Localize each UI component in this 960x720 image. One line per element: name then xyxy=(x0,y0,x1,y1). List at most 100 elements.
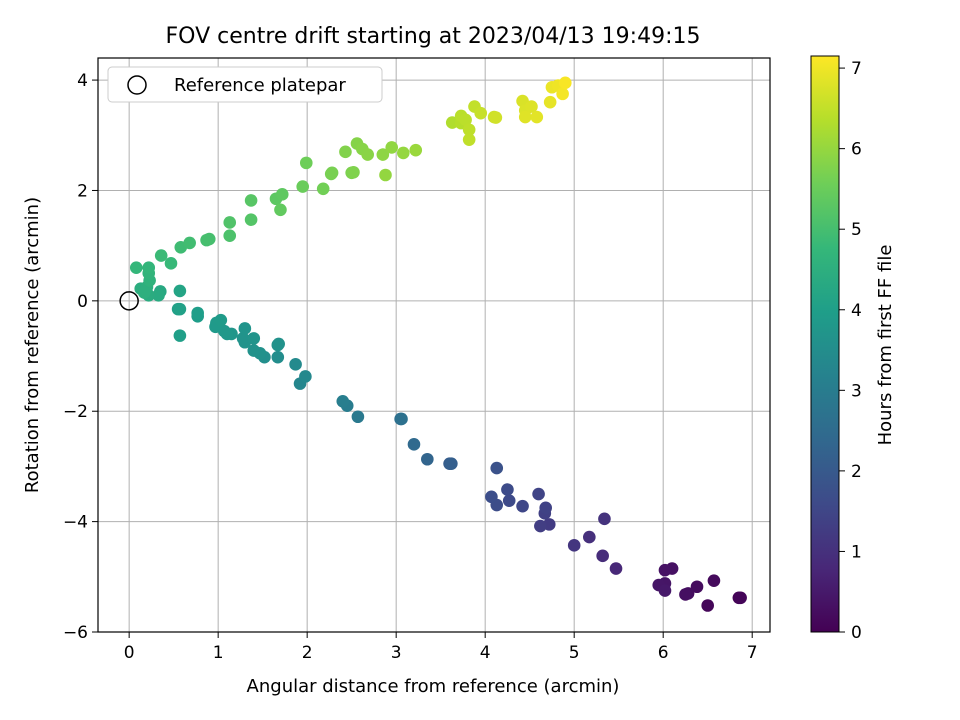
scatter-point xyxy=(247,344,261,357)
scatter-point xyxy=(173,302,187,316)
scatter-point xyxy=(701,599,714,612)
scatter-point xyxy=(530,110,544,124)
scatter-point xyxy=(409,143,423,157)
scatter-point xyxy=(598,512,611,526)
y-tick-label: −6 xyxy=(63,623,88,643)
scatter-point xyxy=(502,494,516,507)
scatter-point xyxy=(534,519,547,533)
scatter-point xyxy=(462,123,476,137)
colorbar-label: Hours from first FF file xyxy=(875,245,896,446)
x-tick-label: 5 xyxy=(569,643,580,663)
scatter-point xyxy=(609,562,623,575)
scatter-point xyxy=(690,580,704,594)
scatter-point xyxy=(501,483,514,496)
scatter-point xyxy=(274,203,287,217)
x-tick-label: 3 xyxy=(391,643,402,663)
x-axis-ticks: 0 1 2 3 4 5 6 7 xyxy=(124,632,758,663)
plot-frame xyxy=(97,57,771,633)
colorbar xyxy=(810,55,840,633)
scatter-points xyxy=(129,76,747,612)
scatter-point xyxy=(679,588,692,601)
scatter-point xyxy=(296,180,310,193)
legend-label: Reference platepar xyxy=(174,75,346,96)
scatter-point xyxy=(351,410,365,424)
scatter-point xyxy=(154,249,168,262)
scatter-point xyxy=(474,106,488,120)
scatter-point xyxy=(490,461,504,475)
colorbar-tick-label: 6 xyxy=(851,140,862,160)
scatter-point xyxy=(532,487,545,501)
scatter-point xyxy=(142,261,156,275)
grid-lines xyxy=(98,58,770,633)
scatter-point xyxy=(223,216,237,229)
y-tick-label: 4 xyxy=(77,71,88,91)
scatter-point xyxy=(489,111,503,124)
scatter-point xyxy=(459,113,472,127)
scatter-point xyxy=(734,591,747,605)
legend: Reference platepar xyxy=(107,66,383,103)
reference-point xyxy=(119,291,139,311)
scatter-point xyxy=(379,168,392,182)
scatter-point xyxy=(407,438,421,451)
scatter-point xyxy=(462,133,476,146)
colorbar-tick-label: 0 xyxy=(851,623,862,643)
plot-area xyxy=(98,58,770,632)
scatter-point xyxy=(325,166,339,180)
scatter-point xyxy=(421,452,434,466)
scatter-point xyxy=(558,76,572,90)
legend-marker xyxy=(127,75,147,95)
scatter-point xyxy=(596,549,609,563)
scatter-point xyxy=(238,322,252,335)
scatter-point xyxy=(658,584,672,597)
scatter-point xyxy=(129,261,143,275)
chart-title: FOV centre drift starting at 2023/04/13 … xyxy=(166,24,701,49)
y-axis-ticks: −6 −4 −2 0 2 4 xyxy=(63,71,98,643)
scatter-point xyxy=(445,457,458,470)
x-tick-label: 6 xyxy=(658,643,669,663)
scatter-point xyxy=(518,110,532,124)
scatter-point xyxy=(556,87,569,101)
y-axis-label: Rotation from reference (arcmin) xyxy=(22,197,43,493)
scatter-point xyxy=(658,563,672,577)
legend-box xyxy=(107,66,383,103)
scatter-point xyxy=(236,332,250,345)
scatter-point xyxy=(299,370,312,383)
scatter-point xyxy=(361,148,374,161)
scatter-point xyxy=(485,490,498,504)
scatter-point xyxy=(271,350,285,364)
y-tick-label: −2 xyxy=(63,402,88,422)
y-tick-label: 0 xyxy=(77,292,88,312)
x-tick-label: 2 xyxy=(302,643,313,663)
scatter-point xyxy=(183,236,196,250)
scatter-point xyxy=(223,229,237,243)
scatter-point xyxy=(271,338,285,352)
scatter-point xyxy=(244,194,258,207)
scatter-point xyxy=(539,501,553,515)
x-tick-label: 1 xyxy=(213,643,224,663)
x-axis-label: Angular distance from reference (arcmin) xyxy=(247,676,620,697)
x-tick-label: 7 xyxy=(747,643,758,663)
scatter-point xyxy=(152,289,165,302)
y-tick-label: 2 xyxy=(77,181,88,201)
scatter-point xyxy=(244,213,258,227)
scatter-point xyxy=(396,146,410,160)
scatter-point xyxy=(336,394,350,408)
colorbar-ticks: 0 1 2 3 4 5 6 7 xyxy=(839,59,862,643)
scatter-point xyxy=(164,257,178,270)
scatter-point xyxy=(516,499,529,513)
scatter-point xyxy=(525,100,538,113)
scatter-point xyxy=(316,182,330,196)
scatter-point xyxy=(347,165,360,179)
x-tick-label: 4 xyxy=(480,643,491,663)
colorbar-tick-label: 2 xyxy=(851,462,862,482)
colorbar-tick-label: 7 xyxy=(851,59,862,79)
scatter-point xyxy=(247,332,261,345)
scatter-point xyxy=(137,286,151,299)
scatter-point xyxy=(567,539,581,552)
scatter-point xyxy=(445,116,459,129)
scatter-point xyxy=(299,156,313,170)
scatter-point xyxy=(173,284,187,298)
scatter-point xyxy=(376,148,390,161)
scatter-point xyxy=(275,188,289,201)
